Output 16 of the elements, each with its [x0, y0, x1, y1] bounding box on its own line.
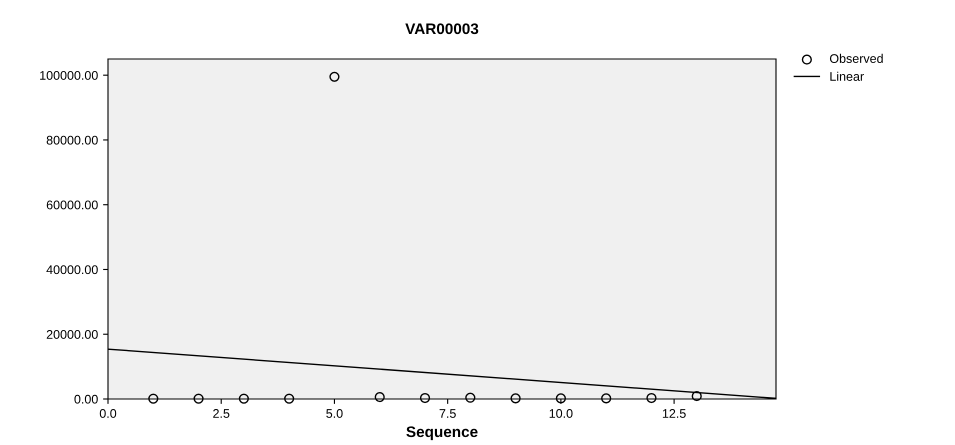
y-tick-label: 0.00 [74, 394, 98, 404]
legend-label: Observed [830, 54, 883, 63]
legend-label: Linear [830, 72, 864, 81]
x-tick-label: 0.0 [100, 409, 116, 418]
chart-title: VAR00003 [405, 23, 478, 34]
x-tick-label: 5.0 [326, 409, 343, 418]
y-tick-label: 40000.00 [46, 265, 98, 274]
x-axis-title: Sequence [406, 426, 478, 440]
y-tick-label: 80000.00 [46, 136, 98, 145]
x-tick-label: 7.5 [440, 409, 456, 418]
x-tick-label: 12.5 [662, 409, 686, 418]
y-tick-label: 20000.00 [46, 330, 98, 339]
y-tick-label: 60000.00 [46, 200, 98, 210]
y-tick-label: 100000.00 [40, 70, 98, 80]
x-tick-label: 10.0 [550, 409, 573, 418]
x-tick-label: 2.5 [213, 409, 230, 418]
